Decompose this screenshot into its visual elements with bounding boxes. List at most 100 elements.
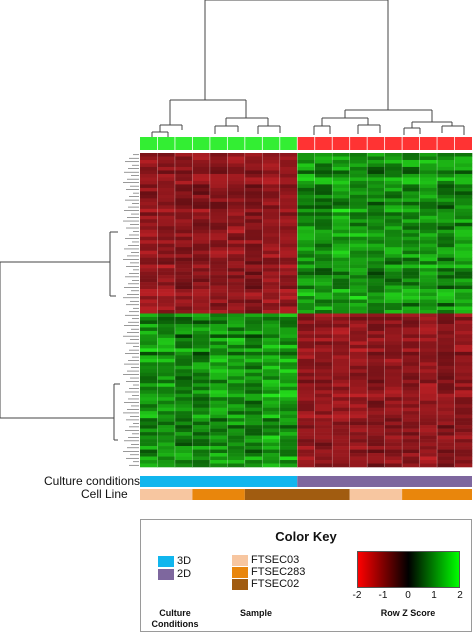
heatmap-cell bbox=[314, 173, 333, 178]
heatmap-cell bbox=[262, 163, 281, 168]
heatmap-cell bbox=[157, 386, 176, 391]
heatmap-cell bbox=[419, 191, 438, 196]
heatmap-cell bbox=[437, 261, 455, 265]
heatmap-cell bbox=[454, 177, 473, 182]
heatmap-cell bbox=[437, 184, 455, 189]
heatmap-cell bbox=[349, 156, 368, 161]
heatmap-cell bbox=[192, 379, 211, 384]
heatmap-cell bbox=[262, 282, 281, 286]
heatmap-cell bbox=[384, 159, 403, 164]
heatmap-cell bbox=[209, 268, 228, 272]
heatmap-cell bbox=[227, 215, 246, 220]
heatmap-cell bbox=[454, 229, 473, 234]
heatmap-cell bbox=[157, 275, 176, 279]
heatmap-cell bbox=[454, 194, 473, 199]
heatmap-cell bbox=[384, 372, 403, 377]
heatmap-cell bbox=[279, 275, 298, 279]
heatmap-cell bbox=[209, 254, 228, 258]
heatmap-cell bbox=[332, 449, 350, 454]
heatmap-cell bbox=[454, 236, 473, 241]
heatmap-cell bbox=[367, 289, 385, 293]
heatmap-cell bbox=[349, 355, 368, 360]
heatmap-cell bbox=[174, 404, 193, 408]
heatmap-cell bbox=[349, 296, 368, 300]
heatmap-cell bbox=[349, 153, 368, 157]
heatmap-cell bbox=[402, 233, 420, 238]
heatmap-cell bbox=[349, 166, 368, 171]
heatmap-cell bbox=[244, 306, 263, 311]
heatmap-cell bbox=[192, 320, 211, 325]
heatmap-cell bbox=[437, 334, 455, 339]
heatmap-cell bbox=[402, 212, 420, 217]
heatmap-cell bbox=[244, 303, 263, 307]
heatmap-cell bbox=[314, 208, 333, 213]
heatmap-cell bbox=[140, 257, 158, 262]
heatmap-cell bbox=[332, 404, 350, 408]
heatmap-cell bbox=[402, 428, 420, 433]
heatmap-cell bbox=[227, 316, 246, 321]
heatmap-cell bbox=[349, 379, 368, 384]
heatmap-cell bbox=[332, 372, 350, 377]
heatmap-cell bbox=[262, 240, 281, 245]
heatmap-cell bbox=[419, 355, 438, 360]
heatmap-cell bbox=[419, 159, 438, 164]
heatmap-cell bbox=[419, 306, 438, 311]
heatmap-cell bbox=[140, 376, 158, 381]
heatmap-cell bbox=[192, 184, 211, 189]
heatmap-cell bbox=[332, 407, 350, 412]
heatmap-cell bbox=[140, 289, 158, 293]
heatmap-cell bbox=[140, 271, 158, 276]
heatmap-cell bbox=[297, 212, 316, 217]
heatmap-cell bbox=[332, 348, 350, 353]
heatmap-cell bbox=[314, 257, 333, 262]
heatmap-cell bbox=[332, 376, 350, 381]
heatmap-cell bbox=[349, 358, 368, 363]
heatmap-cell bbox=[244, 250, 263, 255]
heatmap-cell bbox=[227, 296, 246, 300]
heatmap-cell bbox=[192, 393, 211, 398]
heatmap-cell bbox=[192, 285, 211, 290]
heatmap-cell bbox=[262, 456, 281, 461]
heatmap-cell bbox=[244, 184, 263, 189]
heatmap-cell bbox=[314, 421, 333, 426]
heatmap-cell bbox=[227, 327, 246, 332]
heatmap-cell bbox=[314, 153, 333, 157]
heatmap-cell bbox=[209, 330, 228, 335]
heatmap-cell bbox=[384, 355, 403, 360]
heatmap-cell bbox=[140, 243, 158, 248]
heatmap-cell bbox=[454, 208, 473, 213]
heatmap-cell bbox=[279, 337, 298, 342]
heatmap-cell bbox=[244, 379, 263, 384]
heatmap-cell bbox=[262, 306, 281, 311]
heatmap-cell bbox=[367, 449, 385, 454]
heatmap-cell bbox=[297, 327, 316, 332]
heatmap-cell bbox=[367, 208, 385, 213]
heatmap-cell bbox=[402, 278, 420, 283]
heatmap-cell bbox=[279, 376, 298, 381]
heatmap-cell bbox=[140, 236, 158, 241]
heatmap-cell bbox=[227, 243, 246, 248]
heatmap-cell bbox=[454, 400, 473, 405]
heatmap-cell bbox=[454, 372, 473, 377]
heatmap-cell bbox=[332, 170, 350, 175]
heatmap-cell bbox=[384, 198, 403, 203]
group-bar-segment bbox=[140, 137, 298, 150]
heatmap-cell bbox=[419, 240, 438, 245]
heatmap-cell bbox=[192, 383, 211, 388]
heatmap-cell bbox=[227, 341, 246, 346]
heatmap-cell bbox=[437, 191, 455, 196]
heatmap-cell bbox=[437, 250, 455, 255]
heatmap-cell bbox=[244, 330, 263, 335]
heatmap-cell bbox=[227, 418, 246, 422]
heatmap-cell bbox=[367, 180, 385, 185]
heatmap-cell bbox=[332, 261, 350, 265]
heatmap-cell bbox=[349, 376, 368, 381]
heatmap-cell bbox=[454, 383, 473, 388]
heatmap-cell bbox=[157, 456, 176, 461]
heatmap-cell bbox=[157, 205, 176, 210]
heatmap-cell bbox=[192, 173, 211, 178]
heatmap-cell bbox=[314, 379, 333, 384]
heatmap-cell bbox=[367, 306, 385, 311]
heatmap-cell bbox=[209, 334, 228, 339]
heatmap-cell bbox=[192, 355, 211, 360]
